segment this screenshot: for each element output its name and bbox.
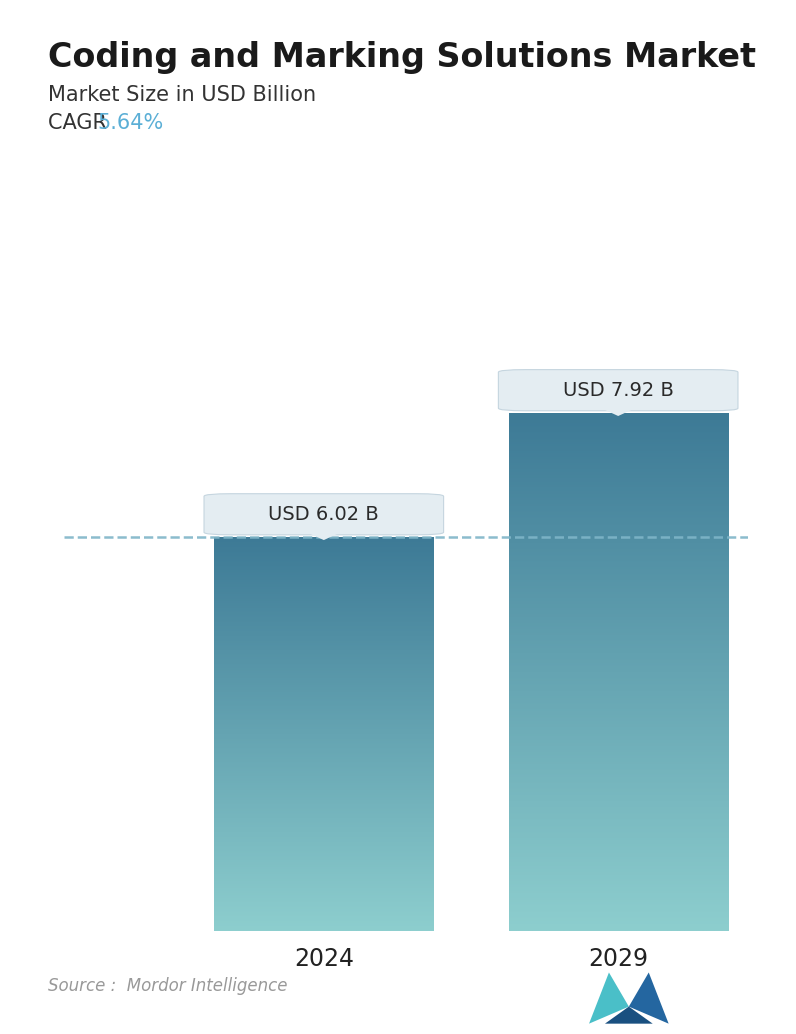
Text: Market Size in USD Billion: Market Size in USD Billion [48,85,316,104]
FancyBboxPatch shape [204,493,443,535]
Polygon shape [605,1007,653,1024]
Polygon shape [589,972,629,1024]
Polygon shape [306,533,341,540]
Polygon shape [629,972,669,1024]
Text: Source :  Mordor Intelligence: Source : Mordor Intelligence [48,977,287,995]
Text: Coding and Marking Solutions Market: Coding and Marking Solutions Market [48,41,755,74]
FancyBboxPatch shape [498,369,738,410]
Text: USD 7.92 B: USD 7.92 B [563,381,673,400]
Text: 5.64%: 5.64% [97,113,163,132]
Text: CAGR: CAGR [48,113,113,132]
Text: USD 6.02 B: USD 6.02 B [268,505,379,524]
Polygon shape [601,408,635,416]
